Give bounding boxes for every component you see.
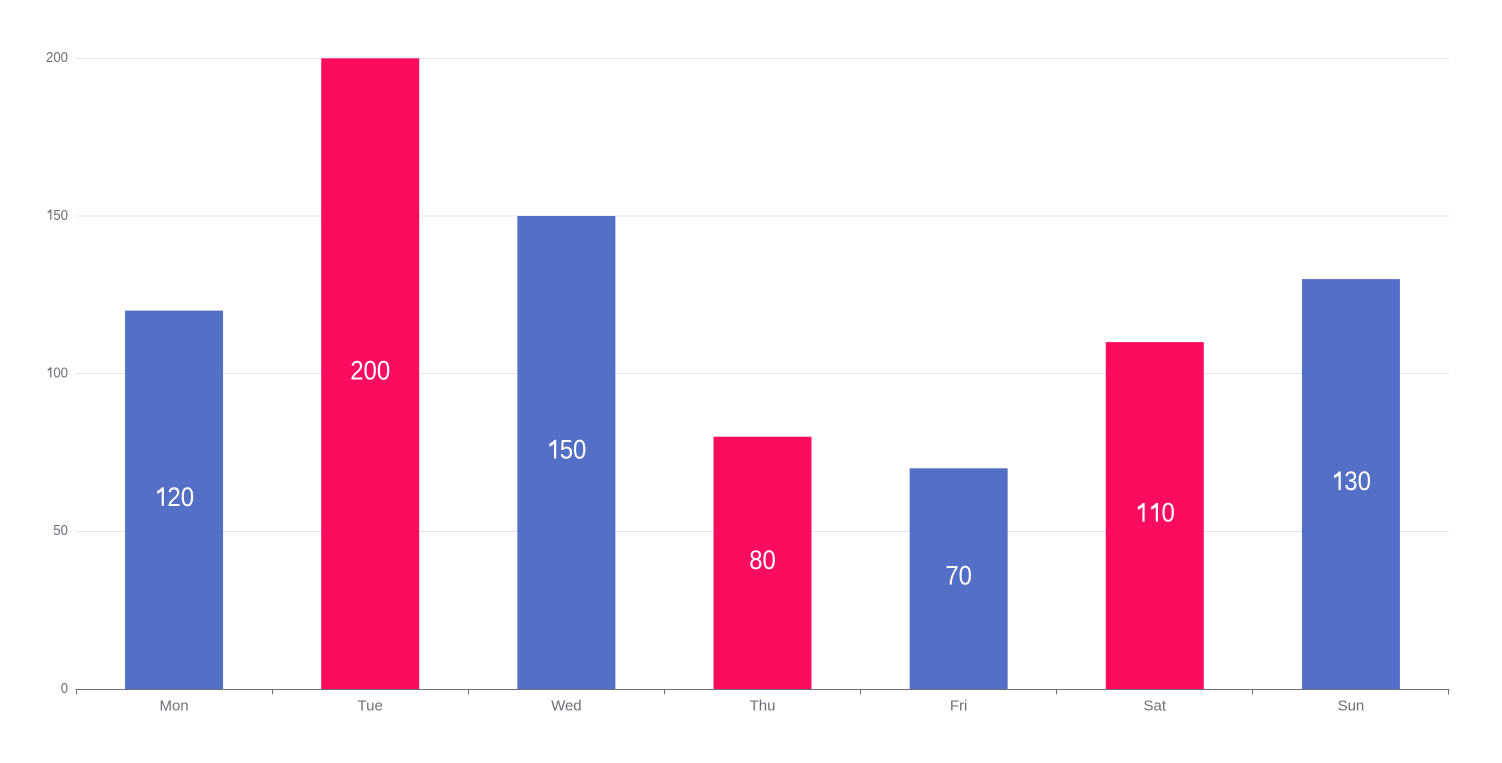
svg-text:50: 50	[53, 522, 68, 539]
svg-text:0: 0	[1358, 467, 1371, 497]
svg-text:70: 70	[945, 561, 972, 591]
svg-text:Mon: Mon	[159, 698, 188, 715]
svg-text:0: 0	[181, 483, 194, 513]
svg-text:Fri: Fri	[950, 698, 968, 715]
svg-text:0: 0	[61, 364, 68, 381]
svg-text:Sun: Sun	[1338, 698, 1365, 715]
svg-text:2: 2	[167, 483, 180, 513]
svg-text:200: 200	[46, 49, 68, 66]
svg-text:5: 5	[53, 206, 60, 223]
svg-text:0: 0	[61, 680, 68, 697]
svg-text:Sat: Sat	[1144, 698, 1167, 715]
svg-text:5: 5	[560, 435, 573, 465]
svg-text:Wed: Wed	[551, 698, 582, 715]
svg-text:Thu: Thu	[750, 698, 776, 715]
svg-text:200: 200	[350, 356, 390, 386]
svg-text:0: 0	[1161, 498, 1174, 528]
svg-text:0: 0	[53, 364, 60, 381]
svg-text:Tue: Tue	[358, 698, 383, 715]
svg-text:0: 0	[573, 435, 586, 465]
svg-text:3: 3	[1344, 467, 1357, 497]
svg-text:0: 0	[61, 206, 68, 223]
svg-text:80: 80	[749, 545, 776, 575]
